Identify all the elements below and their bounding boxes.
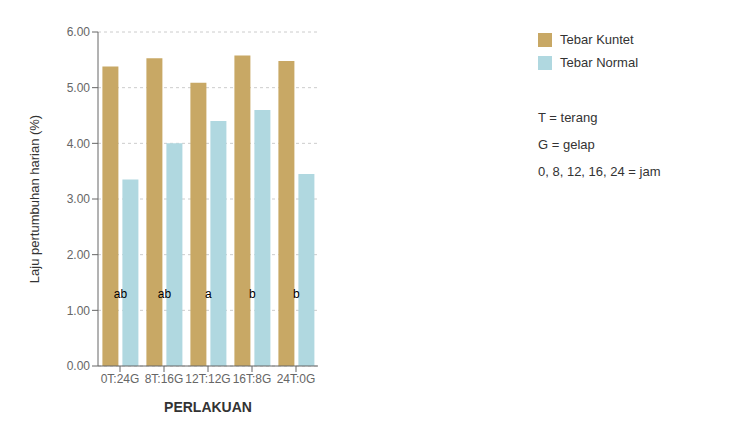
svg-text:1.00: 1.00 (67, 304, 91, 318)
svg-text:0.00: 0.00 (67, 359, 91, 373)
svg-text:4.00: 4.00 (67, 137, 91, 151)
svg-text:Laju pertumbuhan harian (%): Laju pertumbuhan harian (%) (27, 115, 42, 283)
svg-text:3.00: 3.00 (67, 192, 91, 206)
html-text:0, 8, 12, 16, 24 = jam: 0, 8, 12, 16, 24 = jam (538, 164, 661, 179)
svg-text:0T:24G: 0T:24G (101, 372, 140, 386)
svg-text:6.00: 6.00 (67, 25, 91, 39)
svg-text:ab: ab (114, 287, 128, 301)
svg-text:PERLAKUAN: PERLAKUAN (164, 399, 252, 415)
html-text:G = gelap: G = gelap (538, 137, 595, 152)
html-text:Tebar Normal: Tebar Normal (560, 55, 638, 70)
svg-text:b: b (293, 287, 300, 301)
svg-text:b: b (249, 287, 256, 301)
svg-text:12T:12G: 12T:12G (185, 372, 230, 386)
svg-text:8T:16G: 8T:16G (145, 372, 184, 386)
svg-text:24T:0G: 24T:0G (277, 372, 316, 386)
html-text:Tebar Kuntet: Tebar Kuntet (560, 32, 634, 47)
svg-text:16T:8G: 16T:8G (233, 372, 272, 386)
svg-text:5.00: 5.00 (67, 81, 91, 95)
svg-text:2.00: 2.00 (67, 248, 91, 262)
svg-text:ab: ab (158, 287, 172, 301)
svg-text:a: a (205, 287, 212, 301)
html-text:T = terang: T = terang (538, 110, 598, 125)
